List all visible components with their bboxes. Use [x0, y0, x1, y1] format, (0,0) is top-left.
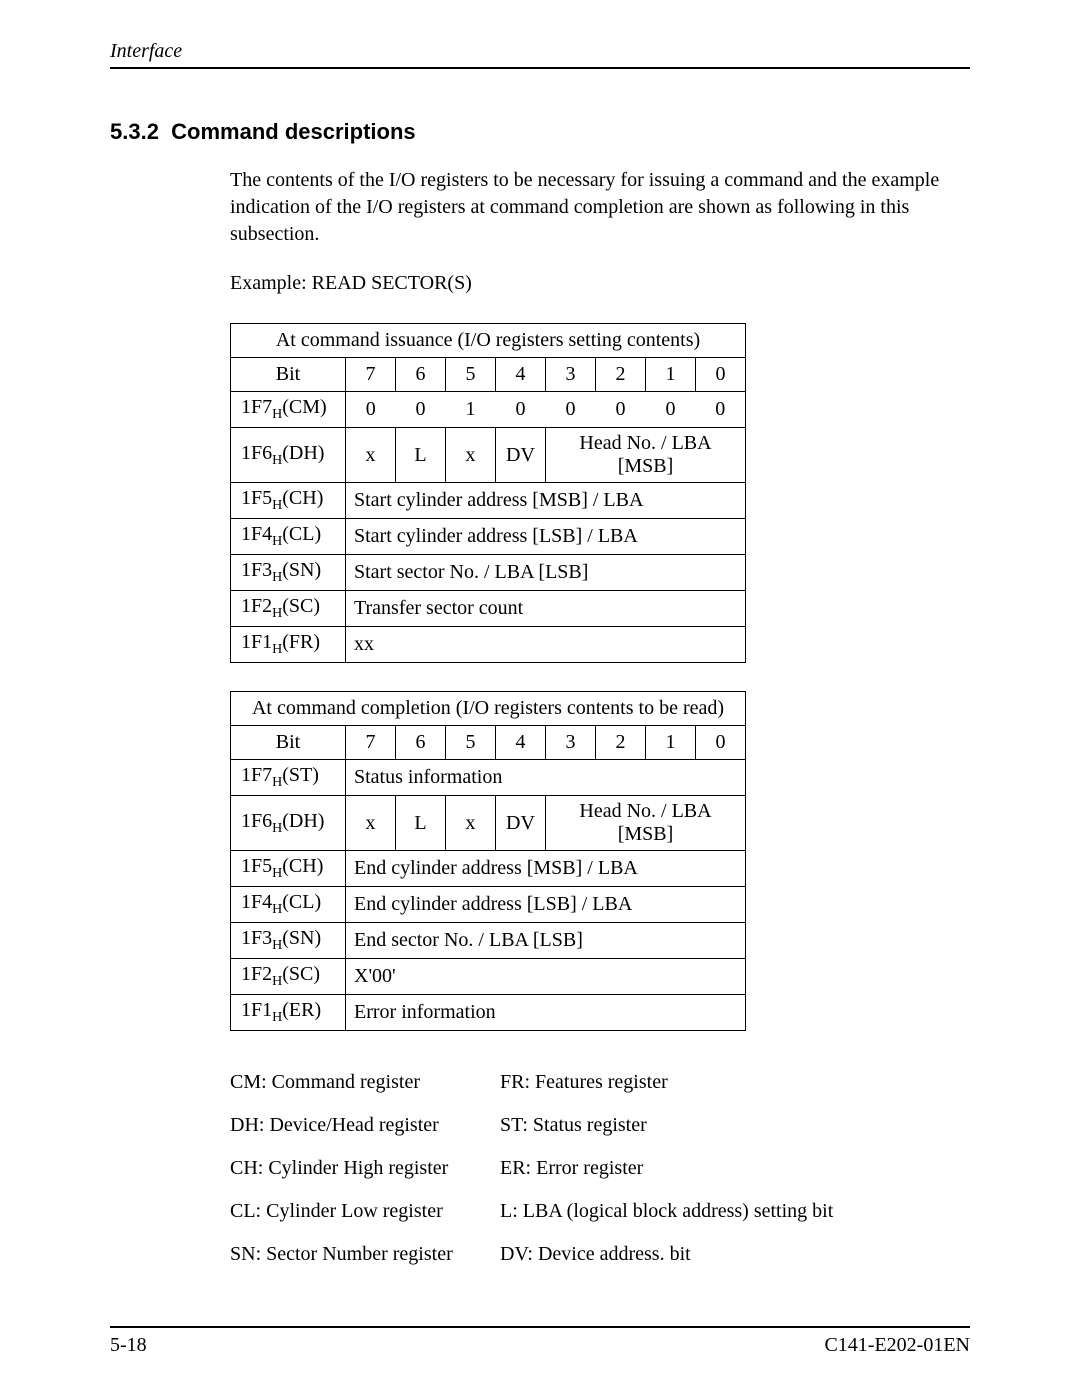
table2-row-st: 1F7H(ST) Status information — [231, 760, 746, 796]
legend-row: DH: Device/Head register ST: Status regi… — [230, 1114, 970, 1137]
table1-row-cm: 1F7H(CM) 0 0 1 0 0 0 0 0 — [231, 392, 746, 428]
table1-title: At command issuance (I/O registers setti… — [231, 324, 746, 358]
table2-bit-header: Bit 7 6 5 4 3 2 1 0 — [231, 726, 746, 760]
legend-ch: CH: Cylinder High register — [230, 1157, 500, 1180]
legend-row: CL: Cylinder Low register L: LBA (logica… — [230, 1200, 970, 1223]
legend-st: ST: Status register — [500, 1114, 970, 1137]
legend-l: L: LBA (logical block address) setting b… — [500, 1200, 970, 1223]
legend-cl: CL: Cylinder Low register — [230, 1200, 500, 1223]
table1-row-sn: 1F3H(SN) Start sector No. / LBA [LSB] — [231, 555, 746, 591]
table2-row-ch: 1F5H(CH) End cylinder address [MSB] / LB… — [231, 851, 746, 887]
table1-bit-header: Bit 7 6 5 4 3 2 1 0 — [231, 358, 746, 392]
intro-paragraph: The contents of the I/O registers to be … — [230, 167, 970, 248]
table1-row-sc: 1F2H(SC) Transfer sector count — [231, 591, 746, 627]
section-title: Command descriptions — [171, 119, 415, 144]
table2-row-sn: 1F3H(SN) End sector No. / LBA [LSB] — [231, 923, 746, 959]
bit-label: Bit — [231, 726, 346, 760]
legend-row: SN: Sector Number register DV: Device ad… — [230, 1243, 970, 1266]
table2-title: At command completion (I/O registers con… — [231, 692, 746, 726]
page-footer: 5-18 C141-E202-01EN — [110, 1326, 970, 1357]
bit-label: Bit — [231, 358, 346, 392]
table1-row-ch: 1F5H(CH) Start cylinder address [MSB] / … — [231, 483, 746, 519]
legend-fr: FR: Features register — [500, 1071, 970, 1094]
example-label: Example: READ SECTOR(S) — [230, 272, 970, 295]
table2-row-cl: 1F4H(CL) End cylinder address [LSB] / LB… — [231, 887, 746, 923]
page-header: Interface — [110, 40, 970, 69]
table1-row-cl: 1F4H(CL) Start cylinder address [LSB] / … — [231, 519, 746, 555]
legend-cm: CM: Command register — [230, 1071, 500, 1094]
legend-block: CM: Command register FR: Features regist… — [230, 1071, 970, 1266]
doc-id: C141-E202-01EN — [824, 1334, 970, 1357]
section-heading: 5.3.2 Command descriptions — [110, 119, 970, 145]
completion-table: At command completion (I/O registers con… — [230, 691, 746, 1031]
table1-row-fr: 1F1H(FR) xx — [231, 627, 746, 663]
legend-dv: DV: Device address. bit — [500, 1243, 970, 1266]
legend-sn: SN: Sector Number register — [230, 1243, 500, 1266]
table1-row-dh: 1F6H(DH) x L x DV Head No. / LBA [MSB] — [231, 428, 746, 483]
legend-row: CM: Command register FR: Features regist… — [230, 1071, 970, 1094]
table2-row-er: 1F1H(ER) Error information — [231, 995, 746, 1031]
legend-er: ER: Error register — [500, 1157, 970, 1180]
table2-row-sc: 1F2H(SC) X'00' — [231, 959, 746, 995]
page-number: 5-18 — [110, 1334, 147, 1357]
legend-dh: DH: Device/Head register — [230, 1114, 500, 1137]
table2-row-dh: 1F6H(DH) x L x DV Head No. / LBA [MSB] — [231, 796, 746, 851]
section-number: 5.3.2 — [110, 119, 159, 144]
issuance-table: At command issuance (I/O registers setti… — [230, 323, 746, 663]
legend-row: CH: Cylinder High register ER: Error reg… — [230, 1157, 970, 1180]
